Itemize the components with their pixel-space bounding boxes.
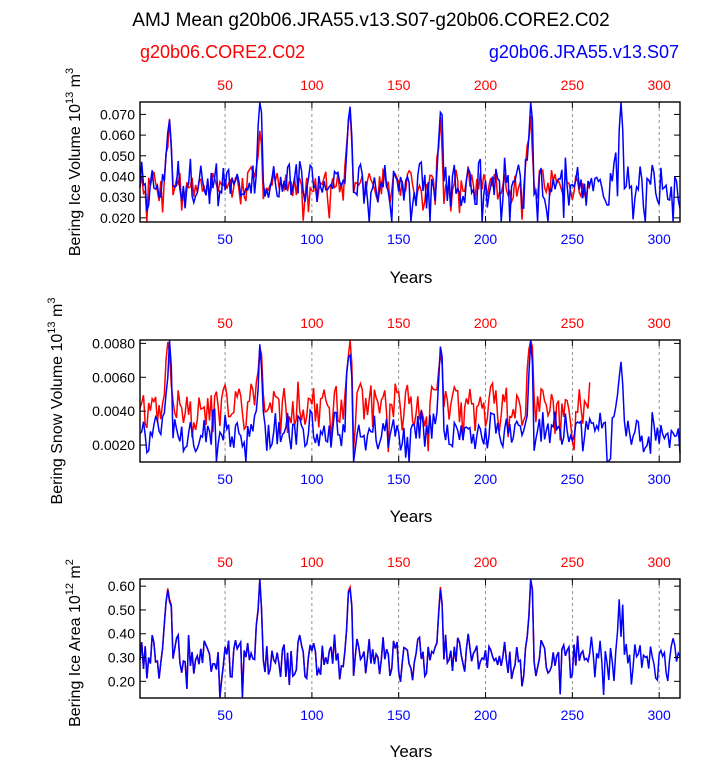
x-tick-label-top: 300 bbox=[647, 77, 671, 93]
y-tick-label: 0.040 bbox=[100, 168, 135, 184]
x-tick-label-bottom: 200 bbox=[474, 471, 498, 487]
series-line-core2 bbox=[139, 340, 591, 453]
x-tick-label-bottom: 300 bbox=[647, 707, 671, 723]
xlabel-snow-volume: Years bbox=[390, 507, 433, 526]
ylabel-ice-area: Bering Ice Area 1012 m2 bbox=[64, 559, 84, 727]
x-tick-label-top: 200 bbox=[474, 315, 498, 331]
y-tick-label: 0.070 bbox=[100, 106, 135, 122]
x-tick-label-bottom: 150 bbox=[387, 707, 411, 723]
ylabel-ice-volume: Bering Ice Volume 1013 m3 bbox=[64, 68, 84, 256]
x-tick-label-bottom: 250 bbox=[561, 231, 585, 247]
panel-ice-volume: Bering Ice Volume 1013 m3 Years 0.020 0.0… bbox=[64, 68, 681, 287]
y-tick-label: 0.20 bbox=[108, 673, 135, 689]
x-tick-label-bottom: 100 bbox=[300, 707, 324, 723]
series-line-jra55 bbox=[139, 102, 681, 222]
x-tick-label-bottom: 250 bbox=[561, 471, 585, 487]
x-tick-label-top: 250 bbox=[561, 554, 585, 570]
x-tick-label-top: 300 bbox=[647, 554, 671, 570]
panel-snow-volume: Bering Snow Volume 1013 m3 Years 0.0020 0… bbox=[46, 298, 681, 526]
x-tick-label-bottom: 250 bbox=[561, 707, 585, 723]
y-tick-label: 0.030 bbox=[100, 189, 135, 205]
xlabel-ice-volume: Years bbox=[390, 268, 433, 287]
x-tick-label-top: 200 bbox=[474, 77, 498, 93]
x-tick-label-top: 200 bbox=[474, 554, 498, 570]
figure-title: AMJ Mean g20b06.JRA55.v13.S07-g20b06.COR… bbox=[132, 10, 609, 31]
x-tick-label-top: 250 bbox=[561, 77, 585, 93]
x-tick-label-bottom: 50 bbox=[217, 471, 233, 487]
x-tick-label-top: 50 bbox=[217, 315, 233, 331]
x-tick-label-top: 250 bbox=[561, 315, 585, 331]
x-tick-label-top: 150 bbox=[387, 554, 411, 570]
plot-frame bbox=[139, 101, 681, 223]
x-tick-label-bottom: 200 bbox=[474, 707, 498, 723]
x-tick-label-top: 150 bbox=[387, 77, 411, 93]
x-tick-label-top: 50 bbox=[217, 77, 233, 93]
y-tick-label: 0.0060 bbox=[92, 369, 135, 385]
x-tick-label-bottom: 100 bbox=[300, 231, 324, 247]
x-tick-label-bottom: 200 bbox=[474, 231, 498, 247]
x-tick-label-bottom: 300 bbox=[647, 471, 671, 487]
x-tick-label-bottom: 50 bbox=[217, 707, 233, 723]
y-tick-label: 0.60 bbox=[108, 578, 135, 594]
plot-frame bbox=[139, 578, 681, 699]
y-tick-label: 0.50 bbox=[108, 602, 135, 618]
x-tick-label-bottom: 100 bbox=[300, 471, 324, 487]
x-tick-label-bottom: 300 bbox=[647, 231, 671, 247]
y-tick-label: 0.0080 bbox=[92, 335, 135, 351]
legend-red: g20b06.CORE2.C02 bbox=[140, 42, 305, 62]
series-line-jra55 bbox=[139, 579, 681, 698]
y-tick-label: 0.40 bbox=[108, 626, 135, 642]
y-tick-label: 0.060 bbox=[100, 127, 135, 143]
xlabel-ice-area: Years bbox=[390, 742, 433, 761]
x-tick-label-top: 50 bbox=[217, 554, 233, 570]
plot-frame bbox=[139, 339, 681, 463]
x-tick-label-top: 100 bbox=[300, 77, 324, 93]
x-tick-label-bottom: 150 bbox=[387, 471, 411, 487]
x-tick-label-bottom: 50 bbox=[217, 231, 233, 247]
y-tick-label: 0.0040 bbox=[92, 403, 135, 419]
x-tick-label-top: 100 bbox=[300, 315, 324, 331]
x-tick-label-bottom: 150 bbox=[387, 231, 411, 247]
y-tick-label: 0.020 bbox=[100, 210, 135, 226]
x-tick-label-top: 150 bbox=[387, 315, 411, 331]
y-tick-label: 0.0020 bbox=[92, 437, 135, 453]
x-tick-label-top: 300 bbox=[647, 315, 671, 331]
y-tick-label: 0.30 bbox=[108, 650, 135, 666]
series-line-jra55 bbox=[139, 340, 681, 463]
ylabel-snow-volume: Bering Snow Volume 1013 m3 bbox=[46, 298, 66, 505]
x-tick-label-top: 100 bbox=[300, 554, 324, 570]
panel-ice-area: Bering Ice Area 1012 m2 Years 0.20 0.30 0.… bbox=[64, 554, 681, 761]
legend-blue: g20b06.JRA55.v13.S07 bbox=[489, 42, 679, 62]
y-tick-label: 0.050 bbox=[100, 148, 135, 164]
